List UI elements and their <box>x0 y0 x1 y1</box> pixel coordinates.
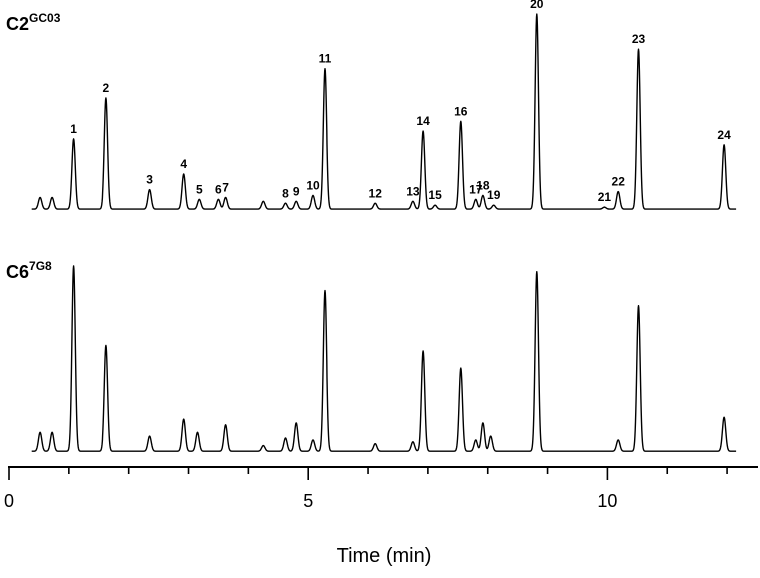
peak-label: 22 <box>612 175 626 189</box>
peak-label: 3 <box>146 173 153 187</box>
peak-label: 21 <box>598 190 612 204</box>
trace-name-c6: C67G8 <box>6 259 52 282</box>
x-tick-label: 10 <box>597 491 617 511</box>
peak-label: 5 <box>196 182 203 196</box>
peak-label: 8 <box>282 186 289 200</box>
peak-label: 6 <box>215 182 222 196</box>
peak-label: 20 <box>530 0 544 11</box>
peak-label: 18 <box>476 178 490 192</box>
trace-line-c2 <box>31 13 737 210</box>
peak-label: 13 <box>406 184 420 198</box>
peak-label: 10 <box>306 178 320 192</box>
peak-label: 24 <box>717 128 731 142</box>
peak-label: 15 <box>428 188 442 202</box>
x-tick-label: 0 <box>4 491 14 511</box>
trace-line-c6 <box>31 265 737 452</box>
peak-label: 9 <box>293 184 300 198</box>
peak-label: 19 <box>487 188 501 202</box>
peak-label: 4 <box>180 157 187 171</box>
peak-label: 11 <box>319 52 332 66</box>
traces-layer <box>31 13 737 452</box>
x-axis: 0 5 10 <box>4 466 758 511</box>
x-tick-label: 5 <box>303 491 313 511</box>
peak-label: 14 <box>416 114 430 128</box>
peak-label: 16 <box>454 104 468 118</box>
peak-label: 12 <box>369 186 383 200</box>
peak-label: 23 <box>632 32 646 46</box>
peak-label: 17 <box>469 182 483 196</box>
peak-label: 2 <box>103 81 110 95</box>
trace-name-c2: C2GC03 <box>6 11 61 34</box>
peak-label: 7 <box>222 180 229 194</box>
peak-label: 1 <box>70 122 77 136</box>
x-axis-title: Time (min) <box>337 545 432 567</box>
